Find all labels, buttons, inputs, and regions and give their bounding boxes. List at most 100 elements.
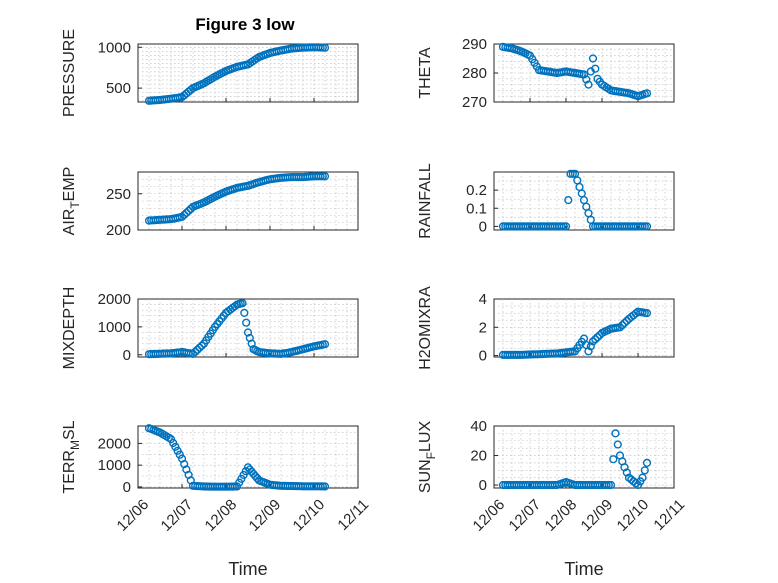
data-point-interp xyxy=(523,50,532,59)
data-point-interp xyxy=(568,169,577,178)
data-point-interp xyxy=(613,440,622,449)
data-point-interp xyxy=(219,311,228,320)
x-tick-label: 12/07 xyxy=(506,496,545,535)
data-point xyxy=(566,169,575,178)
subplot-6: 0 2 4 H2OMIXRA xyxy=(417,286,675,370)
data-point-interp xyxy=(197,199,206,208)
data-point-interp xyxy=(241,467,250,476)
y-tick-label: 0 xyxy=(123,479,131,496)
x-axis-label: Time xyxy=(564,559,603,579)
data-point-interp xyxy=(557,222,566,231)
data-point-interp xyxy=(604,480,613,490)
y-axis-label: TERRMSL xyxy=(61,420,82,493)
data-point-interp xyxy=(318,340,327,349)
x-tick-label: 12/10 xyxy=(290,496,329,535)
data-point xyxy=(243,328,253,337)
y-axis-label: H2OMIXRA xyxy=(417,286,434,370)
data-point-interp xyxy=(242,318,251,327)
y-tick-label: 1000 xyxy=(98,39,131,56)
data-point-interp xyxy=(193,345,202,354)
y-axis-label: RAINFALL xyxy=(417,163,434,239)
data-point-interp xyxy=(622,468,631,477)
x-tick-label: 12/09 xyxy=(578,496,617,535)
data-point-interp xyxy=(631,479,640,488)
data-point-interp xyxy=(586,215,595,224)
grid xyxy=(494,172,674,230)
y-tick-label: 290 xyxy=(462,36,487,53)
x-tick-label: 12/08 xyxy=(202,496,241,535)
subplot-7: 0 1000 2000 12/06 12/07 12/08 12/09 12/10 12/11 T… xyxy=(61,420,372,579)
y-tick-label: 0 xyxy=(123,347,131,364)
data-point-interp xyxy=(613,323,622,332)
data-point-interp xyxy=(318,43,327,52)
y-tick-label: 200 xyxy=(106,222,131,239)
data-point-interp xyxy=(247,339,256,348)
y-tick-label: 500 xyxy=(106,80,131,97)
data-point-interp xyxy=(586,342,595,351)
series-markers xyxy=(144,299,330,359)
y-tick-label: 280 xyxy=(462,65,487,82)
series-markers xyxy=(498,42,652,101)
data-point-interp xyxy=(318,482,327,491)
x-tick-label: 12/06 xyxy=(114,496,153,535)
series-markers xyxy=(144,424,330,491)
y-tick-label: 250 xyxy=(106,186,131,203)
data-point xyxy=(588,337,598,346)
grid xyxy=(138,172,358,230)
data-point-interp xyxy=(175,450,184,459)
y-tick-label: 2000 xyxy=(98,291,131,308)
data-point-interp xyxy=(636,477,645,486)
data-point-interp xyxy=(640,89,649,99)
y-axis-label: PRESSURE xyxy=(61,29,78,117)
data-point-interp xyxy=(182,208,191,218)
x-tick-label: 12/11 xyxy=(650,496,688,534)
data-point-interp xyxy=(591,64,600,73)
grid xyxy=(494,299,674,357)
axes-box xyxy=(137,425,359,489)
y-tick-label: 1000 xyxy=(98,319,131,336)
data-point-interp xyxy=(593,333,602,342)
data-point-interp xyxy=(252,54,261,63)
data-point-interp xyxy=(591,335,600,344)
data-point-interp xyxy=(532,62,541,71)
series-markers xyxy=(498,307,652,360)
data-point-interp xyxy=(184,206,193,216)
axes-box xyxy=(493,425,675,489)
data-point-interp xyxy=(175,93,184,102)
x-tick-label: 12/08 xyxy=(542,496,581,535)
data-point-interp xyxy=(245,465,254,474)
y-tick-label: 0 xyxy=(479,477,487,494)
data-point-interp xyxy=(582,340,591,350)
data-point-interp xyxy=(640,466,649,475)
data-point-interp xyxy=(186,349,195,358)
y-tick-label: 0 xyxy=(479,348,487,365)
x-tick-label: 12/06 xyxy=(470,496,509,535)
data-point-interp xyxy=(595,77,604,86)
subplot-2: 270 280 290 THETA xyxy=(417,36,675,111)
data-point-interp xyxy=(640,222,649,231)
grid xyxy=(138,44,358,102)
data-point-interp xyxy=(175,213,184,222)
y-tick-label: 2000 xyxy=(98,435,131,452)
data-point-interp xyxy=(240,308,249,318)
y-tick-label: 40 xyxy=(470,418,487,435)
data-point-interp xyxy=(153,427,162,436)
data-point-interp xyxy=(559,222,568,231)
data-point-interp xyxy=(251,471,260,481)
x-tick-label: 12/11 xyxy=(334,496,372,534)
data-point xyxy=(642,458,652,468)
data-point-interp xyxy=(164,433,173,442)
data-point xyxy=(584,80,593,89)
y-axis-label: AIRTEMP xyxy=(61,167,82,236)
subplot-4: 00.10.2 RAINFALL xyxy=(417,163,675,239)
data-point-interp xyxy=(564,196,573,205)
subplot-3: 200 250 AIRTEMP xyxy=(61,167,359,239)
x-tick-label: 12/10 xyxy=(614,496,653,535)
series-markers xyxy=(144,43,330,105)
data-point-interp xyxy=(208,326,217,335)
data-point-interp xyxy=(609,455,618,464)
data-point-interp xyxy=(640,308,649,317)
x-axis-label: Time xyxy=(228,559,267,579)
